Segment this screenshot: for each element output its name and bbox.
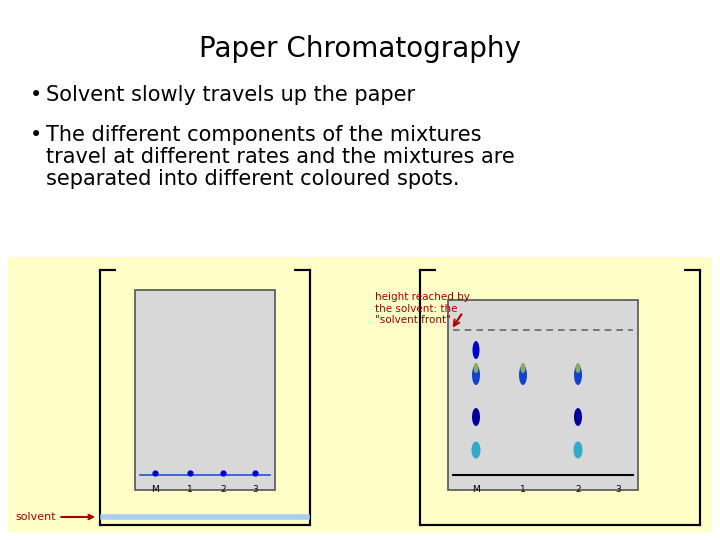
Ellipse shape: [574, 365, 582, 385]
Bar: [100, 270, 310, 525]
Bar: [420, 270, 700, 525]
Ellipse shape: [574, 408, 582, 426]
Text: separated into different coloured spots.: separated into different coloured spots.: [46, 169, 459, 189]
Text: height reached by
the solvent: the
"solvent front": height reached by the solvent: the "solv…: [375, 292, 470, 325]
Text: travel at different rates and the mixtures are: travel at different rates and the mixtur…: [46, 147, 515, 167]
Bar: [8, 257, 712, 532]
Text: 3: 3: [252, 485, 258, 494]
Ellipse shape: [575, 363, 580, 373]
Text: •: •: [30, 85, 42, 105]
Ellipse shape: [574, 442, 582, 458]
Text: 1: 1: [187, 485, 193, 494]
Text: 1: 1: [520, 485, 526, 494]
Ellipse shape: [521, 363, 526, 373]
Ellipse shape: [472, 341, 480, 359]
Text: The different components of the mixtures: The different components of the mixtures: [46, 125, 482, 145]
Text: M: M: [151, 485, 159, 494]
Bar: [135, 290, 275, 490]
Text: 2: 2: [575, 485, 581, 494]
Ellipse shape: [472, 408, 480, 426]
Text: •: •: [30, 125, 42, 145]
Text: Solvent slowly travels up the paper: Solvent slowly travels up the paper: [46, 85, 415, 105]
Text: 2: 2: [220, 485, 226, 494]
Ellipse shape: [519, 365, 527, 385]
Text: Paper Chromatography: Paper Chromatography: [199, 35, 521, 63]
Ellipse shape: [472, 442, 480, 458]
Ellipse shape: [472, 365, 480, 385]
Text: solvent: solvent: [15, 512, 93, 522]
Ellipse shape: [474, 363, 479, 373]
Text: M: M: [472, 485, 480, 494]
Bar: [448, 300, 638, 490]
Text: 3: 3: [615, 485, 621, 494]
